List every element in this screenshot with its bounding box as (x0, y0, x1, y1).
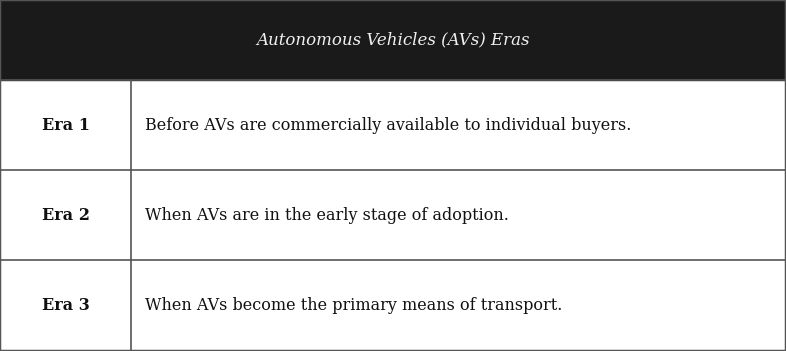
Text: Era 1: Era 1 (42, 117, 90, 134)
Text: Autonomous Vehicles (AVs) Eras: Autonomous Vehicles (AVs) Eras (256, 32, 530, 48)
Text: When AVs are in the early stage of adoption.: When AVs are in the early stage of adopt… (145, 207, 509, 224)
Text: Before AVs are commercially available to individual buyers.: Before AVs are commercially available to… (145, 117, 632, 134)
Text: Era 3: Era 3 (42, 297, 90, 314)
Text: Era 2: Era 2 (42, 207, 90, 224)
Bar (0, 170, 786, 260)
Bar (0, 260, 786, 351)
Text: When AVs become the primary means of transport.: When AVs become the primary means of tra… (145, 297, 563, 314)
Bar (0, 80, 786, 170)
Bar (0, 0, 786, 80)
